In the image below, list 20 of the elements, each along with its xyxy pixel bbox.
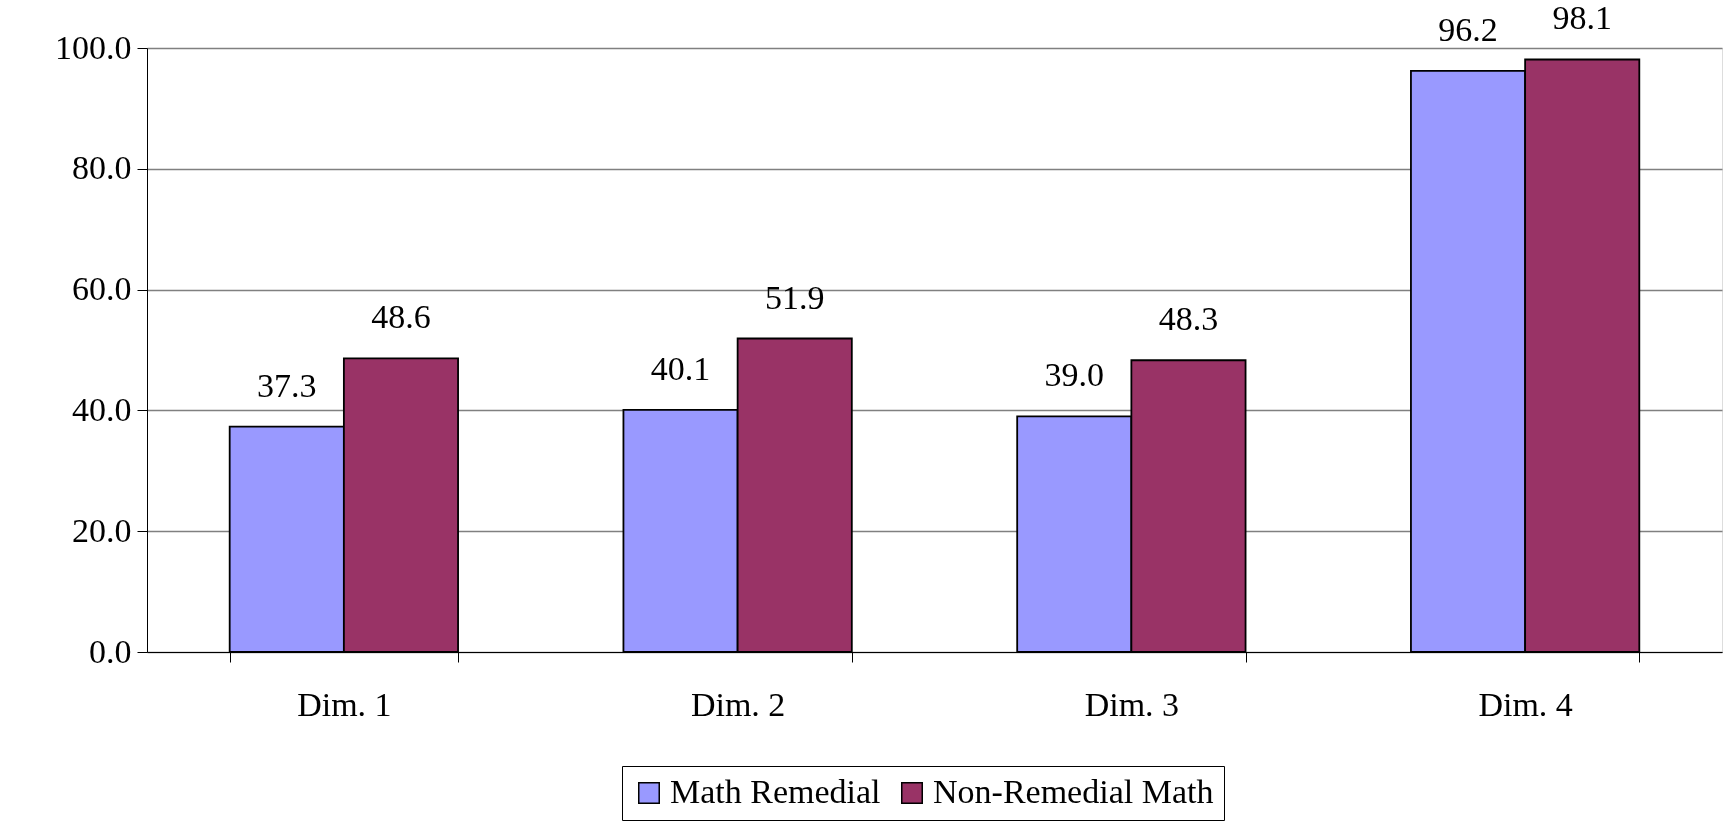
y-tick-label: 60.0: [72, 270, 132, 308]
legend-label: Non-Remedial Math: [933, 773, 1214, 810]
x-tick-label: Dim. 3: [1084, 685, 1180, 723]
x-tick-label: Dim. 1: [297, 685, 392, 723]
y-tick-label: 0.0: [89, 632, 132, 670]
data-label: 37.3: [257, 366, 317, 404]
x-tick-label: Dim. 4: [1478, 685, 1573, 723]
data-label: 48.6: [371, 298, 431, 336]
data-label: 40.1: [650, 349, 711, 387]
x-tick-label: Dim. 2: [690, 685, 786, 723]
data-label: 39.0: [1044, 356, 1105, 394]
y-tick-label: 40.0: [72, 390, 132, 428]
legend-label: Math Remedial: [670, 773, 881, 810]
data-label: 48.3: [1158, 300, 1219, 338]
data-label: 51.9: [764, 278, 825, 316]
y-tick-label: 100.0: [55, 28, 132, 66]
data-label: 96.2: [1438, 10, 1498, 48]
data-label: 98.1: [1552, 0, 1612, 37]
y-tick-label: 80.0: [72, 149, 132, 187]
y-tick-label: 20.0: [72, 511, 132, 549]
